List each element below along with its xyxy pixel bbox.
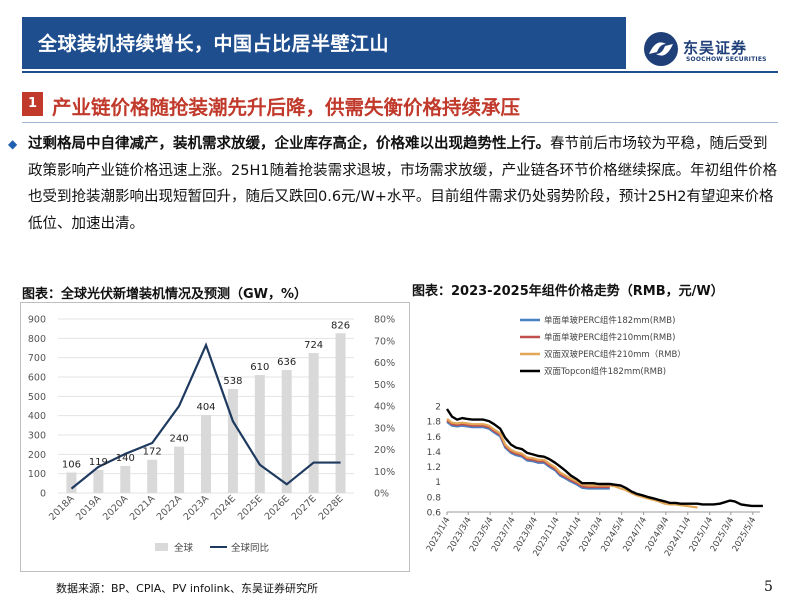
chart1-bar-label: 172 <box>143 447 162 458</box>
chart1-left-tick: 200 <box>28 450 46 461</box>
chart1-x-tick: 2021A <box>128 493 158 523</box>
chart1-bar <box>227 388 238 493</box>
chart1-right-tick: 0% <box>374 489 389 500</box>
section-divider <box>22 122 778 123</box>
chart2-series-line <box>446 421 610 490</box>
chart2-title: 图表：2023-2025年组件价格走势（RMB，元/W） <box>412 284 724 299</box>
chart2-y-tick: 1.6 <box>427 433 442 443</box>
chart1-bar-label: 106 <box>62 460 81 471</box>
chart2-series-line <box>445 408 763 508</box>
chart1-right-tick: 80% <box>374 315 395 326</box>
chart1-left-tick: 400 <box>28 411 46 422</box>
chart1-bar <box>201 414 211 493</box>
chart2-y-tick: 2 <box>435 403 441 413</box>
section-number: 1 <box>22 92 43 116</box>
chart1-legend-line-label: 全球同比 <box>231 542 269 554</box>
chart1-x-tick: 2020A <box>101 493 131 523</box>
chart1-bar <box>174 446 185 493</box>
module-price-chart: 0.60.811.21.41.61.822023/1/42023/3/42023… <box>425 315 763 558</box>
chart1-frame <box>20 302 410 572</box>
chart2-series-line <box>446 419 610 489</box>
chart1-bar-label: 610 <box>250 362 269 373</box>
chart1-left-tick: 300 <box>28 431 46 442</box>
page-title: 全球装机持续增长，中国占比居半壁江山 <box>38 33 390 55</box>
chart1-bar <box>120 465 131 493</box>
chart2-y-tick: 1 <box>435 478 441 488</box>
soochow-logo-icon <box>644 32 678 66</box>
chart2-legend-label: 单面单玻PERC组件210mm(RMB) <box>544 332 675 343</box>
logo-subtitle: SOOCHOW SECURITIES <box>686 56 767 63</box>
chart1-left-tick: 800 <box>28 334 46 345</box>
chart2-series-line <box>446 418 698 509</box>
chart1-x-tick: 2024E <box>209 493 238 522</box>
chart2-legend-label: 单面单玻PERC组件182mm(RMB) <box>544 315 675 326</box>
diamond-bullet-icon: ◆ <box>8 137 18 151</box>
chart1-bar <box>254 375 265 493</box>
chart1-bar-label: 724 <box>304 340 323 351</box>
header-bar <box>22 17 626 69</box>
chart2-y-tick: 1.2 <box>427 463 441 473</box>
chart1-bar-label: 240 <box>170 434 189 445</box>
chart1-x-tick: 2028E <box>317 493 346 522</box>
chart1-bar <box>281 370 292 493</box>
chart1-left-tick: 500 <box>28 392 46 403</box>
chart1-title: 图表：全球光伏新增装机情况及预测（GW，%） <box>22 287 308 302</box>
chart1-bar-label: 140 <box>116 453 135 464</box>
chart1-left-tick: 700 <box>28 353 46 364</box>
installations-chart: 0 100 200 300 400 500 600 700 800 900 0% 10% 20% 30% 4… <box>20 302 410 572</box>
chart2-legend-label: 双面双玻PERC组件210mm（RMB） <box>544 349 686 360</box>
chart1-x-tick: 2022A <box>155 493 185 523</box>
chart1-x-tick: 2023A <box>182 493 212 523</box>
chart2-y-tick: 1.4 <box>427 448 442 458</box>
chart1-bar <box>335 333 346 493</box>
chart1-bar <box>93 469 104 493</box>
chart1-x-tick: 2019A <box>74 493 104 523</box>
chart1-bar-label: 538 <box>223 376 242 387</box>
chart1-right-tick: 30% <box>374 423 395 434</box>
chart1-bar <box>308 353 319 493</box>
chart1-left-tick: 100 <box>28 469 46 480</box>
chart1-yoy-line <box>70 342 341 490</box>
chart1-right-tick: 10% <box>374 467 395 478</box>
chart2-legend-label: 双面Topcon组件182mm(RMB) <box>544 366 666 377</box>
chart1-bar-label: 404 <box>196 402 215 413</box>
data-source: 数据来源：BP、CPIA、PV infolink、东吴证券研究所 <box>56 582 319 595</box>
chart1-left-tick: 0 <box>40 489 46 500</box>
chart2-y-tick: 0.8 <box>427 493 442 503</box>
section-title: 产业链价格随抢装潮先升后降，供需失衡价格持续承压 <box>52 96 521 119</box>
chart1-right-tick: 50% <box>374 380 395 391</box>
chart1-right-tick: 20% <box>374 445 395 456</box>
chart1-bar <box>66 472 77 493</box>
chart1-bar-label: 826 <box>331 320 350 331</box>
chart1-bar-label: 636 <box>277 357 296 368</box>
chart1-right-tick: 70% <box>374 336 395 347</box>
header-divider <box>22 71 778 73</box>
paragraph-text: 春节前后市场较为平稳，随后受到政策影响产业链价格迅速上涨。25H1随着抢装需求退… <box>28 136 778 232</box>
chart1-right-tick: 40% <box>374 402 395 413</box>
chart1-legend-bar-label: 全球 <box>174 542 194 554</box>
logo-name: 东吴证券 <box>683 39 748 57</box>
body-paragraph: 过剩格局中自律减产，装机需求放缓，企业库存高企，价格难以出现趋势性上行。春节前后… <box>28 131 780 237</box>
paragraph-bold: 过剩格局中自律减产，装机需求放缓，企业库存高企，价格难以出现趋势性上行。 <box>28 136 550 152</box>
chart2-y-tick: 0.6 <box>427 509 442 519</box>
chart1-bar <box>147 459 158 493</box>
chart1-x-tick: 2018A <box>47 493 77 523</box>
chart1-bar-label: 119 <box>89 457 108 468</box>
chart1-left-tick: 600 <box>28 373 46 384</box>
chart2-y-tick: 1.8 <box>427 418 442 428</box>
chart1-right-tick: 60% <box>374 358 395 369</box>
chart1-x-tick: 2026E <box>263 493 292 522</box>
chart1-x-tick: 2025E <box>236 493 265 522</box>
chart1-left-tick: 900 <box>28 315 46 326</box>
chart1-legend-bar-swatch <box>155 543 168 551</box>
page-number: 5 <box>764 579 773 595</box>
chart1-x-tick: 2027E <box>290 493 319 522</box>
